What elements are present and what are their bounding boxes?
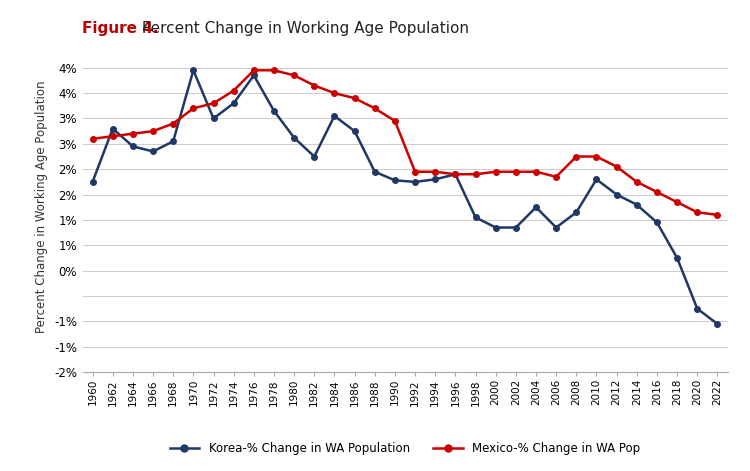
Korea-% Change in WA Population (410, 179, 419, 185)
Mexico-% Change in WA Pop (430, 169, 439, 175)
Mexico-% Change in WA Pop (532, 169, 541, 175)
Korea-% Change in WA Population (330, 113, 339, 119)
Mexico-% Change in WA Pop (512, 169, 520, 175)
Mexico-% Change in WA Pop (410, 169, 419, 175)
Korea-% Change in WA Population (572, 210, 580, 215)
Korea-% Change in WA Population (512, 225, 520, 230)
Korea-% Change in WA Population (128, 144, 137, 149)
Mexico-% Change in WA Pop (471, 171, 480, 177)
Korea-% Change in WA Population (632, 202, 641, 208)
Korea-% Change in WA Population (471, 215, 480, 220)
Mexico-% Change in WA Pop (108, 133, 117, 139)
Mexico-% Change in WA Pop (148, 128, 158, 134)
Korea-% Change in WA Population (108, 126, 117, 131)
Korea-% Change in WA Population (451, 171, 460, 177)
Korea-% Change in WA Population (612, 192, 621, 197)
Mexico-% Change in WA Pop (612, 164, 621, 170)
Korea-% Change in WA Population (310, 154, 319, 159)
Korea-% Change in WA Population (370, 169, 380, 175)
Korea-% Change in WA Population (592, 177, 601, 182)
Mexico-% Change in WA Pop (652, 189, 662, 195)
Line: Mexico-% Change in WA Pop: Mexico-% Change in WA Pop (90, 67, 720, 218)
Mexico-% Change in WA Pop (370, 106, 380, 111)
Mexico-% Change in WA Pop (693, 210, 702, 215)
Korea-% Change in WA Population (652, 219, 662, 225)
Mexico-% Change in WA Pop (209, 100, 218, 106)
Mexico-% Change in WA Pop (673, 199, 682, 205)
Mexico-% Change in WA Pop (391, 118, 400, 124)
Korea-% Change in WA Population (693, 306, 702, 311)
Mexico-% Change in WA Pop (189, 106, 198, 111)
Korea-% Change in WA Population (209, 116, 218, 122)
Mexico-% Change in WA Pop (230, 88, 238, 93)
Korea-% Change in WA Population (269, 108, 278, 114)
Mexico-% Change in WA Pop (632, 179, 641, 185)
Mexico-% Change in WA Pop (552, 174, 561, 179)
Korea-% Change in WA Population (491, 225, 500, 230)
Mexico-% Change in WA Pop (713, 212, 722, 218)
Mexico-% Change in WA Pop (249, 67, 258, 73)
Mexico-% Change in WA Pop (269, 67, 278, 73)
Mexico-% Change in WA Pop (592, 154, 601, 159)
Mexico-% Change in WA Pop (88, 136, 97, 142)
Korea-% Change in WA Population (88, 179, 97, 185)
Mexico-% Change in WA Pop (169, 121, 178, 126)
Korea-% Change in WA Population (713, 321, 722, 327)
Mexico-% Change in WA Pop (491, 169, 500, 175)
Korea-% Change in WA Population (391, 178, 400, 183)
Text: Percent Change in Working Age Population: Percent Change in Working Age Population (137, 21, 470, 36)
Korea-% Change in WA Population (148, 149, 158, 154)
Text: Figure 4.: Figure 4. (82, 21, 159, 36)
Mexico-% Change in WA Pop (330, 90, 339, 96)
Korea-% Change in WA Population (673, 255, 682, 261)
Mexico-% Change in WA Pop (350, 95, 359, 101)
Korea-% Change in WA Population (169, 138, 178, 144)
Mexico-% Change in WA Pop (290, 73, 298, 78)
Legend: Korea-% Change in WA Population, Mexico-% Change in WA Pop: Korea-% Change in WA Population, Mexico-… (165, 438, 645, 460)
Korea-% Change in WA Population (430, 177, 439, 182)
Korea-% Change in WA Population (189, 67, 198, 73)
Y-axis label: Percent Change in Working Age Population: Percent Change in Working Age Population (35, 81, 49, 333)
Korea-% Change in WA Population (230, 100, 238, 106)
Mexico-% Change in WA Pop (572, 154, 580, 159)
Korea-% Change in WA Population (249, 73, 258, 78)
Line: Korea-% Change in WA Population: Korea-% Change in WA Population (90, 67, 720, 327)
Mexico-% Change in WA Pop (128, 131, 137, 137)
Korea-% Change in WA Population (552, 225, 561, 230)
Korea-% Change in WA Population (532, 204, 541, 210)
Korea-% Change in WA Population (290, 135, 298, 140)
Mexico-% Change in WA Pop (310, 83, 319, 89)
Mexico-% Change in WA Pop (451, 171, 460, 177)
Korea-% Change in WA Population (350, 128, 359, 134)
